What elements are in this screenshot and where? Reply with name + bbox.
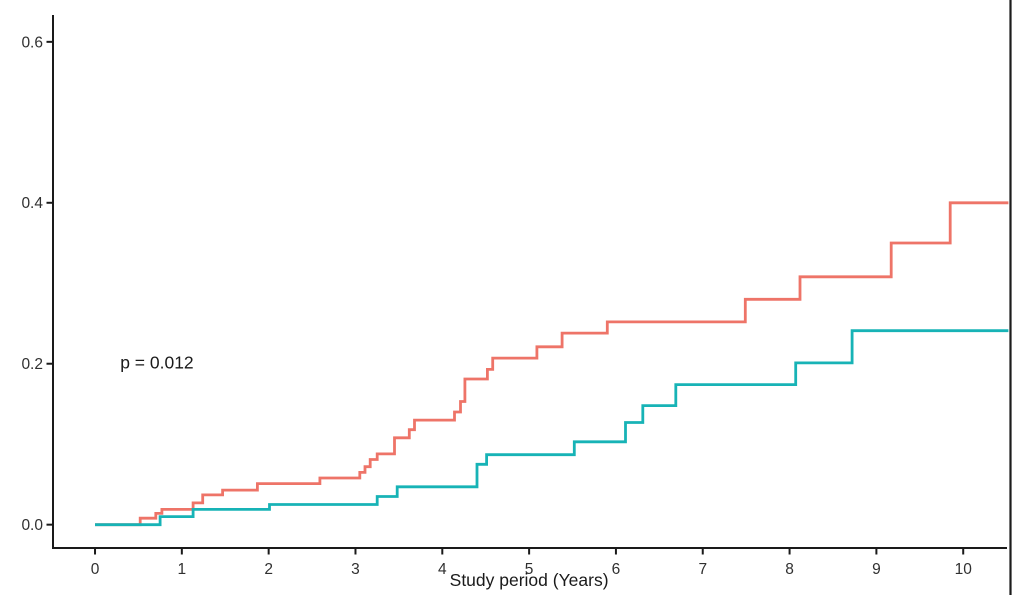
x-tick-label: 7 <box>698 561 707 578</box>
x-tick-label: 10 <box>955 561 973 578</box>
x-tick-label: 6 <box>612 561 621 578</box>
series-line-red-series <box>95 201 1009 527</box>
y-tick-label: 0.0 <box>21 517 43 534</box>
x-tick-label: 8 <box>785 561 794 578</box>
x-tick-label: 2 <box>264 561 273 578</box>
y-tick-label: 0.2 <box>21 356 43 373</box>
axis-spine <box>52 15 1007 549</box>
x-tick-label: 4 <box>438 561 447 578</box>
x-tick-label: 1 <box>178 561 187 578</box>
x-axis-title: Study period (Years) <box>450 570 609 590</box>
series-line-teal-series <box>95 329 1009 527</box>
x-tick-label: 3 <box>351 561 360 578</box>
axes-layer: 0.0 0.2 0.4 0.6 0 1 2 3 4 5 6 7 8 9 10 <box>21 15 1007 578</box>
x-tick-label: 9 <box>872 561 881 578</box>
y-tick-label: 0.6 <box>21 34 43 51</box>
p-value-annotation: p = 0.012 <box>120 353 193 373</box>
x-tick-label: 0 <box>91 561 100 578</box>
series-layer <box>95 201 1009 527</box>
y-tick-label: 0.4 <box>21 195 43 212</box>
x-tick-label: 5 <box>525 561 534 578</box>
